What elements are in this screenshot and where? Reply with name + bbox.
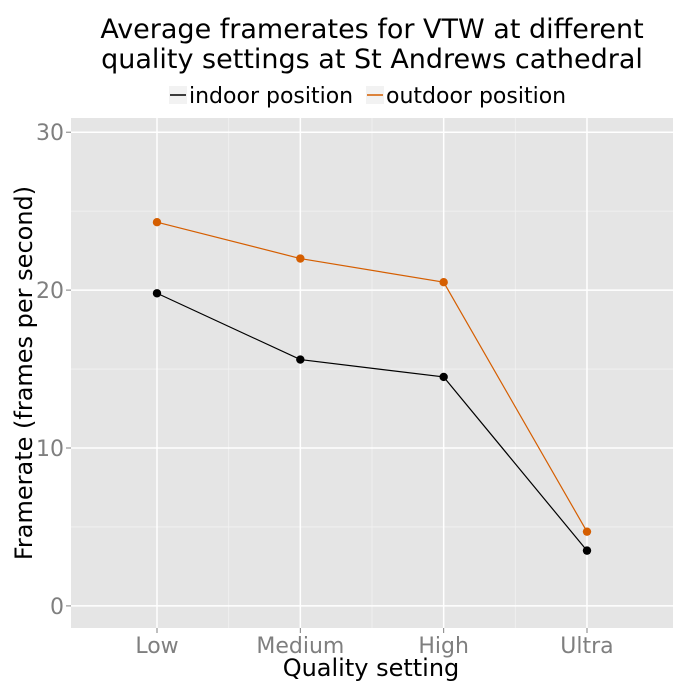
series-line-outdoor-position [156,221,588,532]
x-tick-label-low: Low [135,634,178,659]
data-point-indoor-position-low [152,289,162,298]
y-tick-label-0: 0 [50,595,64,620]
chart-title-line-2: quality settings at St Andrews cathedral [101,44,643,75]
x-axis: Low Medium High Ultra [135,628,614,659]
legend-label-outdoor: outdoor position [386,84,566,109]
data-point-outdoor-position-ultra [582,527,592,536]
y-axis-title: Framerate (frames per second) [10,186,38,560]
data-point-outdoor-position-low [152,218,162,227]
legend: indoor position outdoor position [169,84,566,109]
y-tick-label-10: 10 [36,437,64,462]
x-tick-label-medium: Medium [256,634,344,659]
legend-label-indoor: indoor position [189,84,353,109]
data-point-outdoor-position-high [439,278,448,287]
x-axis-title: Quality setting [283,654,460,682]
y-axis: 0 10 20 30 [36,121,71,620]
data-point-indoor-position-medium [296,355,305,364]
data-point-outdoor-position-medium [296,254,305,263]
x-tick-label-ultra: Ultra [560,634,613,659]
x-tick-label-high: High [418,634,469,659]
data-point-indoor-position-ultra [582,546,592,555]
data-point-indoor-position-high [439,372,448,382]
series-line-indoor-position [156,292,588,552]
chart-title-line-1: Average framerates for VTW at different [100,14,643,45]
y-tick-label-20: 20 [36,279,64,304]
minor-gridlines [71,118,673,628]
major-gridlines [71,118,673,628]
y-tick-label-30: 30 [36,121,64,146]
series-layer [152,218,592,555]
